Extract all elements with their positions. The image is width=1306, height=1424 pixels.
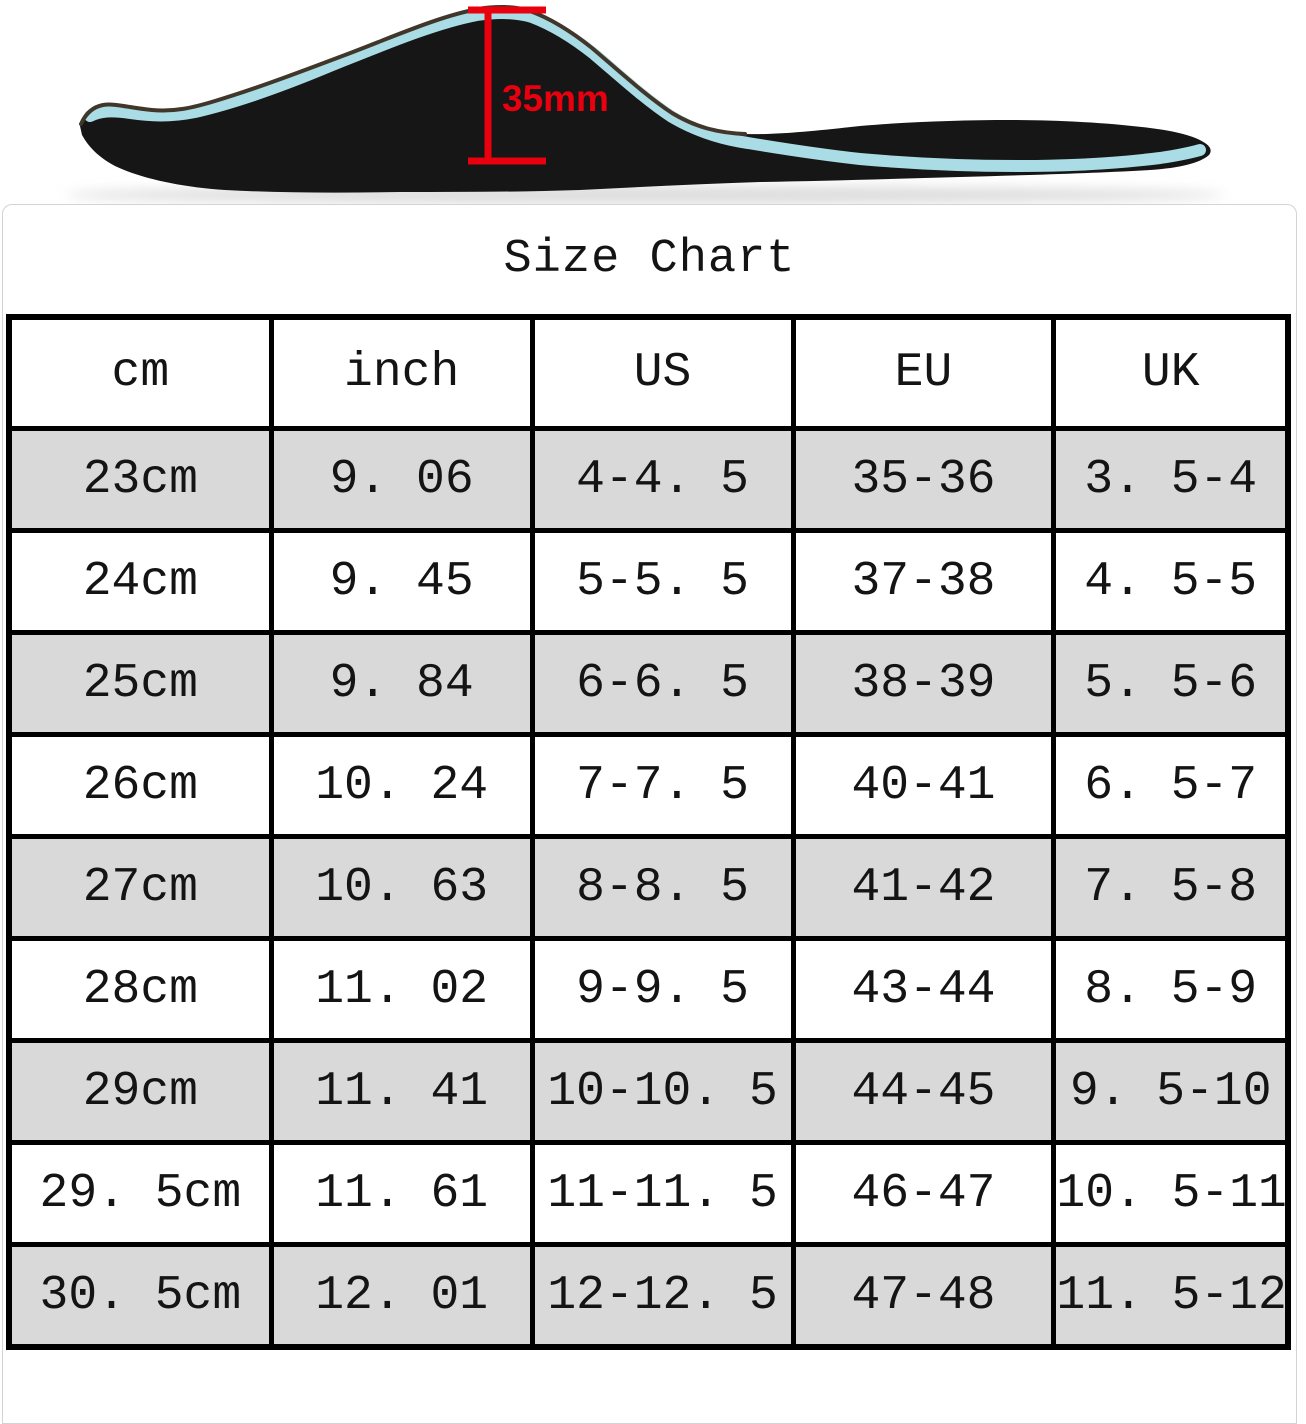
- table-row: 24cm 9. 45 5-5. 5 37-38 4. 5-5: [6, 528, 1291, 635]
- insole-top-edge-line: [79, 4, 747, 136]
- table-cell: 26cm: [6, 732, 274, 839]
- size-chart-table: cm inch US EU UK 23cm 9. 06 4-4. 5 35-36…: [6, 314, 1291, 1350]
- table-cell: 23cm: [6, 426, 274, 533]
- table-cell: 6-6. 5: [529, 630, 796, 737]
- table-cell: 8-8. 5: [529, 834, 796, 941]
- table-cell: 9-9. 5: [529, 936, 796, 1043]
- insole-side-view-image: 35mm: [65, 4, 1225, 204]
- table-row: 27cm 10. 63 8-8. 5 41-42 7. 5-8: [6, 834, 1291, 941]
- insole-foam-layer: [84, 6, 1206, 173]
- size-chart-title: Size Chart: [503, 233, 796, 286]
- table-cell: 9. 84: [268, 630, 535, 737]
- table-cell: 5. 5-6: [1051, 630, 1291, 737]
- table-cell: 12. 01: [268, 1242, 535, 1350]
- column-header-us: US: [529, 314, 796, 431]
- table-cell: 24cm: [6, 528, 274, 635]
- table-row: 29cm 11. 41 10-10. 5 44-45 9. 5-10: [6, 1038, 1291, 1145]
- table-cell: 35-36: [790, 426, 1057, 533]
- table-cell: 9. 45: [268, 528, 535, 635]
- table-row: 28cm 11. 02 9-9. 5 43-44 8. 5-9: [6, 936, 1291, 1043]
- table-row: 30. 5cm 12. 01 12-12. 5 47-48 11. 5-12: [6, 1242, 1291, 1350]
- column-header-eu: EU: [790, 314, 1057, 431]
- table-cell: 7. 5-8: [1051, 834, 1291, 941]
- table-cell: 25cm: [6, 630, 274, 737]
- table-cell: 9. 5-10: [1051, 1038, 1291, 1145]
- table-cell: 40-41: [790, 732, 1057, 839]
- table-cell: 5-5. 5: [529, 528, 796, 635]
- column-header-cm: cm: [6, 314, 274, 431]
- arch-height-label: 35mm: [502, 78, 609, 119]
- table-cell: 4. 5-5: [1051, 528, 1291, 635]
- table-cell: 9. 06: [268, 426, 535, 533]
- table-cell: 7-7. 5: [529, 732, 796, 839]
- table-row: 29. 5cm 11. 61 11-11. 5 46-47 10. 5-11: [6, 1140, 1291, 1247]
- table-cell: 4-4. 5: [529, 426, 796, 533]
- size-chart-panel: Size Chart cm inch US EU UK 23cm 9. 06 4…: [2, 204, 1297, 1424]
- table-cell: 44-45: [790, 1038, 1057, 1145]
- table-cell: 10-10. 5: [529, 1038, 796, 1145]
- table-cell: 11. 61: [268, 1140, 535, 1247]
- table-cell: 6. 5-7: [1051, 732, 1291, 839]
- table-cell: 30. 5cm: [6, 1242, 274, 1350]
- table-header-row: cm inch US EU UK: [6, 314, 1291, 431]
- table-row: 26cm 10. 24 7-7. 5 40-41 6. 5-7: [6, 732, 1291, 839]
- arch-height-annotation: [468, 6, 546, 165]
- table-cell: 29cm: [6, 1038, 274, 1145]
- table-cell: 11-11. 5: [529, 1140, 796, 1247]
- table-cell: 27cm: [6, 834, 274, 941]
- column-header-uk: UK: [1051, 314, 1291, 431]
- table-cell: 43-44: [790, 936, 1057, 1043]
- table-row: 25cm 9. 84 6-6. 5 38-39 5. 5-6: [6, 630, 1291, 737]
- table-cell: 38-39: [790, 630, 1057, 737]
- table-cell: 10. 5-11: [1051, 1140, 1291, 1247]
- table-cell: 47-48: [790, 1242, 1057, 1350]
- table-cell: 37-38: [790, 528, 1057, 635]
- table-cell: 10. 63: [268, 834, 535, 941]
- table-cell: 3. 5-4: [1051, 426, 1291, 533]
- table-cell: 11. 02: [268, 936, 535, 1043]
- insole-photo-section: 35mm: [0, 0, 1306, 204]
- table-cell: 12-12. 5: [529, 1242, 796, 1350]
- table-cell: 28cm: [6, 936, 274, 1043]
- table-cell: 41-42: [790, 834, 1057, 941]
- table-cell: 11. 5-12: [1051, 1242, 1291, 1350]
- table-cell: 46-47: [790, 1140, 1057, 1247]
- table-cell: 10. 24: [268, 732, 535, 839]
- table-cell: 8. 5-9: [1051, 936, 1291, 1043]
- column-header-inch: inch: [268, 314, 535, 431]
- table-row: 23cm 9. 06 4-4. 5 35-36 3. 5-4: [6, 426, 1291, 533]
- table-cell: 11. 41: [268, 1038, 535, 1145]
- table-cell: 29. 5cm: [6, 1140, 274, 1247]
